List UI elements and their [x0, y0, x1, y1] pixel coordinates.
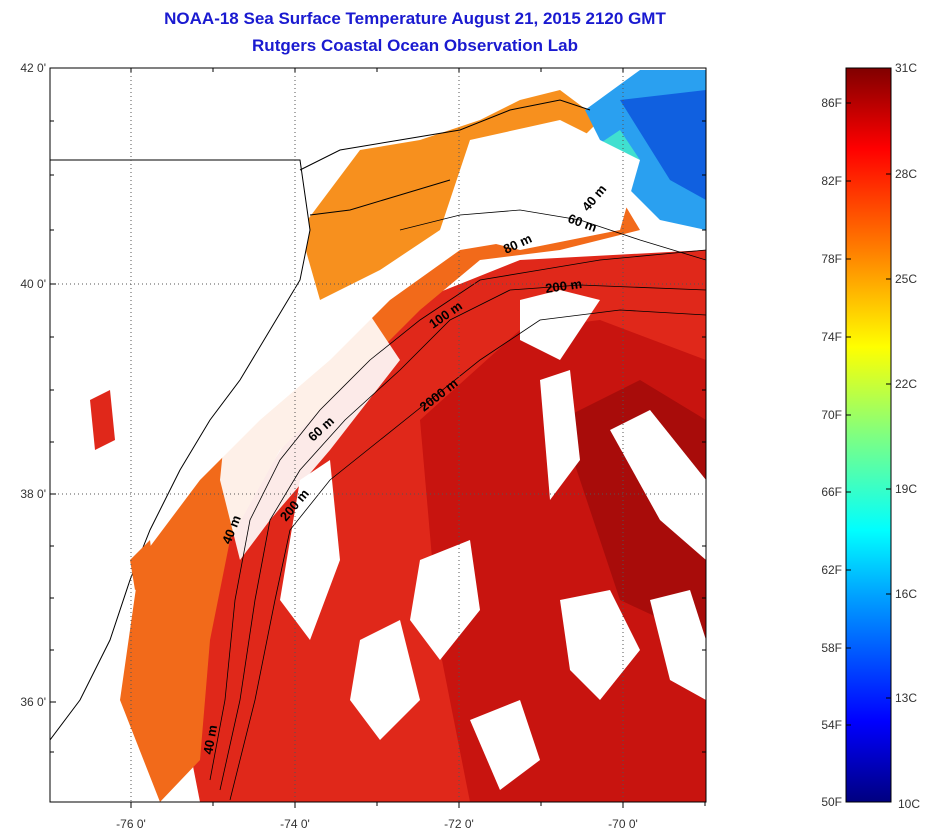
colorbar-f-label: 62F [821, 563, 842, 577]
colorbar-f-label: 74F [821, 330, 842, 344]
lat-label-42: 42 0' [20, 61, 46, 75]
lon-label-76: -76 0' [116, 817, 146, 831]
colorbar-f-label: 70F [821, 408, 842, 422]
colorbar-f-label: 66F [821, 485, 842, 499]
graticule [50, 68, 706, 802]
colorbar-c-label: 28C [895, 167, 917, 181]
lon-label-74: -74 0' [280, 817, 310, 831]
lon-label-72: -72 0' [444, 817, 474, 831]
colorbar-c-label: 31C [895, 61, 917, 75]
colorbar-c-label: 22C [895, 377, 917, 391]
colorbar-f-label: 50F [821, 795, 842, 809]
colorbar-c-label: 16C [895, 587, 917, 601]
map-title: NOAA-18 Sea Surface Temperature August 2… [164, 9, 666, 28]
colorbar-f-label: 54F [821, 718, 842, 732]
colorbar-f-label: 86F [821, 96, 842, 110]
colorbar-c-label: 19C [895, 482, 917, 496]
sst-field [50, 68, 706, 802]
colorbar-f-label: 58F [821, 641, 842, 655]
colorbar-c-label: 25C [895, 272, 917, 286]
colorbar-f-label: 82F [821, 174, 842, 188]
map-subtitle: Rutgers Coastal Ocean Observation Lab [252, 36, 578, 55]
map-frame [49, 67, 707, 803]
lat-label-36: 36 0' [20, 695, 46, 709]
contour-label: 200 m [544, 276, 583, 296]
contour-label: 40 m [200, 724, 220, 756]
lat-label-38: 38 0' [20, 487, 46, 501]
lon-label-70: -70 0' [608, 817, 638, 831]
axis-ticks [50, 67, 706, 808]
colorbar-c-label: 13C [895, 691, 917, 705]
colorbar-ticks [846, 102, 891, 726]
colorbar-c-label: 10C [898, 797, 920, 811]
lat-label-40: 40 0' [20, 277, 46, 291]
colorbar [845, 67, 892, 803]
colorbar-f-label: 78F [821, 252, 842, 266]
